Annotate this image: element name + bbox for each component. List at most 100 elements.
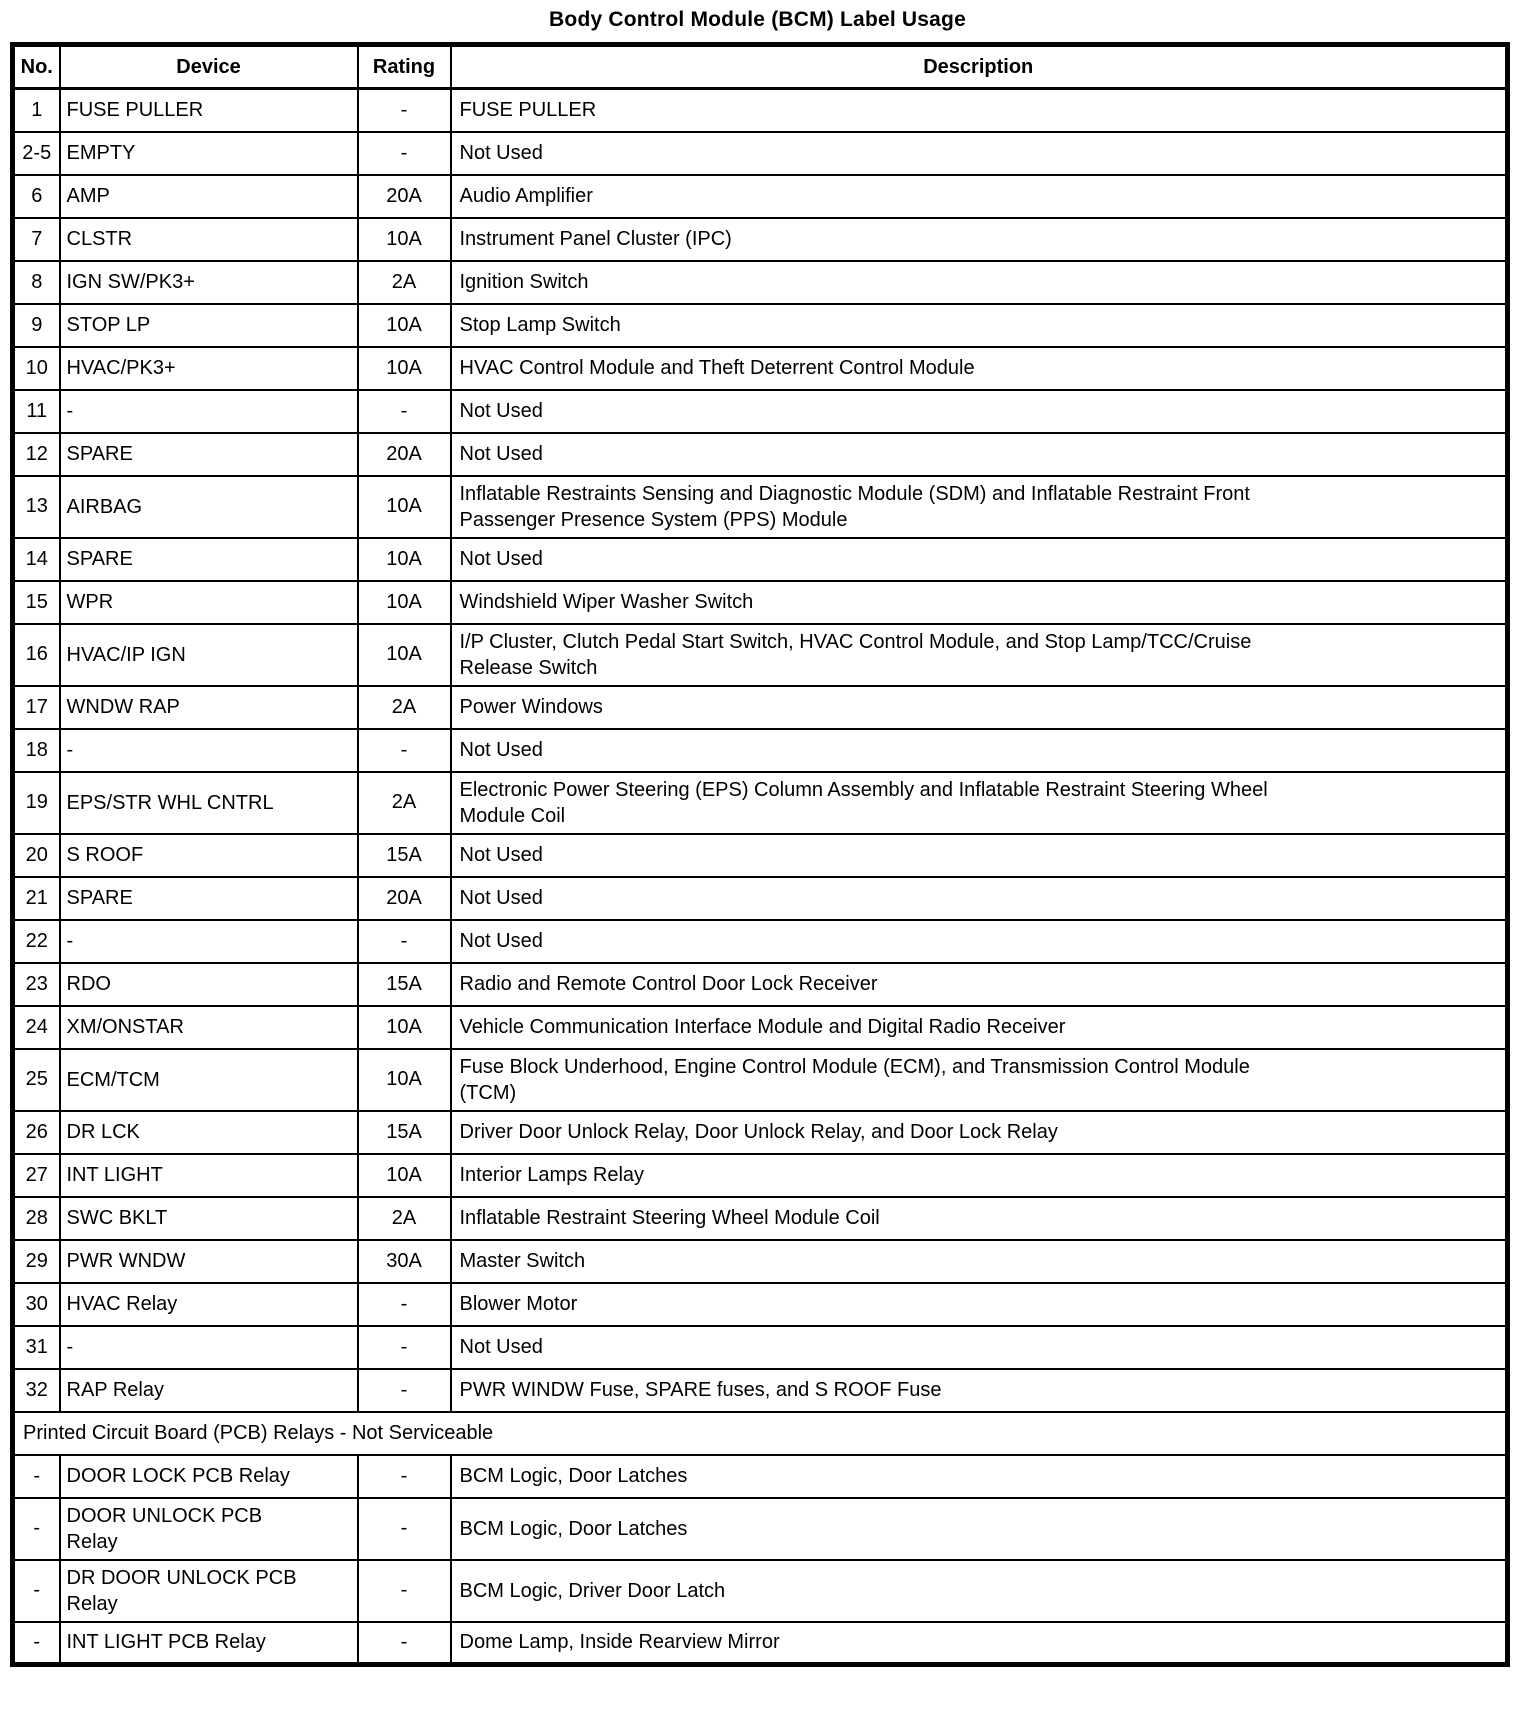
device-cell: - <box>58 388 359 434</box>
device-cell: DOOR LOCK PCB Relay <box>58 1453 359 1499</box>
table-row: - DR DOOR UNLOCK PCB Relay - BCM Logic, Dri… <box>11 1558 1509 1623</box>
header-rating: Rating <box>356 43 452 90</box>
description-cell: BCM Logic, Door Latches <box>449 1453 1509 1499</box>
device-cell: S ROOF <box>58 832 359 878</box>
row-no-cell: - <box>11 1558 61 1623</box>
table-row: 22- - Not Used <box>11 918 1509 964</box>
table-row: 32 RAP Relay - PWR WINDW Fuse, SPARE fuses,… <box>11 1367 1509 1413</box>
rating-cell: 15A <box>356 961 452 1007</box>
description-cell: Not Used <box>449 875 1509 921</box>
rating-cell: 10A <box>356 345 452 391</box>
table-row: - INT LIGHT PCB Relay - Dome Lamp, Inside R… <box>11 1620 1509 1666</box>
row-no-cell: 23 <box>11 961 61 1007</box>
rating-cell: - <box>356 727 452 773</box>
description-cell: Vehicle Communication Interface Module a… <box>449 1004 1509 1050</box>
rating-cell: 10A <box>356 1004 452 1050</box>
rating-cell: 10A <box>356 216 452 262</box>
table-row: 2-5 EMPTY - Not Used <box>11 130 1509 176</box>
table-row: 23 RDO 15A Radio and Remote Control Door Lo… <box>11 961 1509 1007</box>
device-cell: - <box>58 1324 359 1370</box>
description-cell: Stop Lamp Switch <box>449 302 1509 348</box>
table-row: 27 INT LIGHT 10A Interior Lamps Relay <box>11 1152 1509 1198</box>
description-cell: BCM Logic, Door Latches <box>449 1496 1509 1561</box>
row-no-cell: 29 <box>11 1238 61 1284</box>
row-no-cell: 25 <box>11 1047 61 1112</box>
description-cell: Blower Motor <box>449 1281 1509 1327</box>
device-cell: AIRBAG <box>58 474 359 539</box>
rating-cell: - <box>356 130 452 176</box>
table-row: 14 SPARE 10A Not Used <box>11 536 1509 582</box>
row-no-cell: 18 <box>11 727 61 773</box>
device-cell: EPS/STR WHL CNTRL <box>58 770 359 835</box>
device-cell: CLSTR <box>58 216 359 262</box>
section-label: Printed Circuit Board (PCB) Relays - Not… <box>11 1410 1509 1456</box>
table-row: - DOOR LOCK PCB Relay - BCM Logic, Door Lat… <box>11 1453 1509 1499</box>
device-cell: RDO <box>58 961 359 1007</box>
row-no-cell: 9 <box>11 302 61 348</box>
row-no-cell: - <box>11 1620 61 1666</box>
description-cell: Inflatable Restraint Steering Wheel Modu… <box>449 1195 1509 1241</box>
table-row: 26 DR LCK 15A Driver Door Unlock Relay, Doo… <box>11 1109 1509 1155</box>
row-no-cell: 22 <box>11 918 61 964</box>
table-row: 11- - Not Used <box>11 388 1509 434</box>
device-cell: SWC BKLT <box>58 1195 359 1241</box>
device-cell: ECM/TCM <box>58 1047 359 1112</box>
device-cell: XM/ONSTAR <box>58 1004 359 1050</box>
description-cell: Not Used <box>449 1324 1509 1370</box>
rating-cell: 10A <box>356 474 452 539</box>
device-cell: SPARE <box>58 536 359 582</box>
row-no-cell: 14 <box>11 536 61 582</box>
table-row: 7 CLSTR 10A Instrument Panel Cluster (IPC) <box>11 216 1509 262</box>
row-no-cell: 8 <box>11 259 61 305</box>
table-body: 1 FUSE PULLER - FUSE PULLER 2-5 EMPTY - Not Use… <box>11 87 1509 1666</box>
description-cell: I/P Cluster, Clutch Pedal Start Switch, … <box>449 622 1509 687</box>
row-no-cell: 10 <box>11 345 61 391</box>
row-no-cell: 13 <box>11 474 61 539</box>
device-cell: DR LCK <box>58 1109 359 1155</box>
description-cell: Not Used <box>449 130 1509 176</box>
device-cell: - <box>58 727 359 773</box>
rating-cell: - <box>356 1558 452 1623</box>
device-cell: DR DOOR UNLOCK PCB Relay <box>58 1558 359 1623</box>
device-cell: EMPTY <box>58 130 359 176</box>
description-cell: Master Switch <box>449 1238 1509 1284</box>
row-no-cell: 6 <box>11 173 61 219</box>
description-cell: Not Used <box>449 536 1509 582</box>
rating-cell: 20A <box>356 173 452 219</box>
rating-cell: 10A <box>356 1047 452 1112</box>
device-cell: HVAC/IP IGN <box>58 622 359 687</box>
table-row: 9 STOP LP 10A Stop Lamp Switch <box>11 302 1509 348</box>
device-cell: INT LIGHT PCB Relay <box>58 1620 359 1666</box>
row-no-cell: 7 <box>11 216 61 262</box>
table-row: 1 FUSE PULLER - FUSE PULLER <box>11 87 1509 133</box>
table-row: 21 SPARE 20A Not Used <box>11 875 1509 921</box>
row-no-cell: 27 <box>11 1152 61 1198</box>
row-no-cell: 32 <box>11 1367 61 1413</box>
rating-cell: 10A <box>356 302 452 348</box>
rating-cell: - <box>356 1367 452 1413</box>
description-cell: Audio Amplifier <box>449 173 1509 219</box>
rating-cell: 2A <box>356 259 452 305</box>
description-cell: Fuse Block Underhood, Engine Control Mod… <box>449 1047 1509 1112</box>
header-no: No. <box>11 43 61 90</box>
device-cell: PWR WNDW <box>58 1238 359 1284</box>
device-cell: WPR <box>58 579 359 625</box>
description-cell: HVAC Control Module and Theft Deterrent … <box>449 345 1509 391</box>
rating-cell: - <box>356 1281 452 1327</box>
device-cell: STOP LP <box>58 302 359 348</box>
rating-cell: 20A <box>356 875 452 921</box>
description-cell: FUSE PULLER <box>449 87 1509 133</box>
description-cell: Instrument Panel Cluster (IPC) <box>449 216 1509 262</box>
device-cell: HVAC Relay <box>58 1281 359 1327</box>
description-cell: PWR WINDW Fuse, SPARE fuses, and S ROOF … <box>449 1367 1509 1413</box>
page-title: Body Control Module (BCM) Label Usage <box>549 8 966 31</box>
row-no-cell: 15 <box>11 579 61 625</box>
description-cell: Power Windows <box>449 684 1509 730</box>
rating-cell: 10A <box>356 536 452 582</box>
table-row: 16 HVAC/IP IGN 10A I/P Cluster, Clutch Peda… <box>11 622 1509 687</box>
description-cell: Interior Lamps Relay <box>449 1152 1509 1198</box>
description-cell: BCM Logic, Driver Door Latch <box>449 1558 1509 1623</box>
bcm-label-usage-table: No. Device Rating Description 1 FUSE PULL… <box>10 42 1510 1667</box>
description-cell: Ignition Switch <box>449 259 1509 305</box>
description-cell: Dome Lamp, Inside Rearview Mirror <box>449 1620 1509 1666</box>
